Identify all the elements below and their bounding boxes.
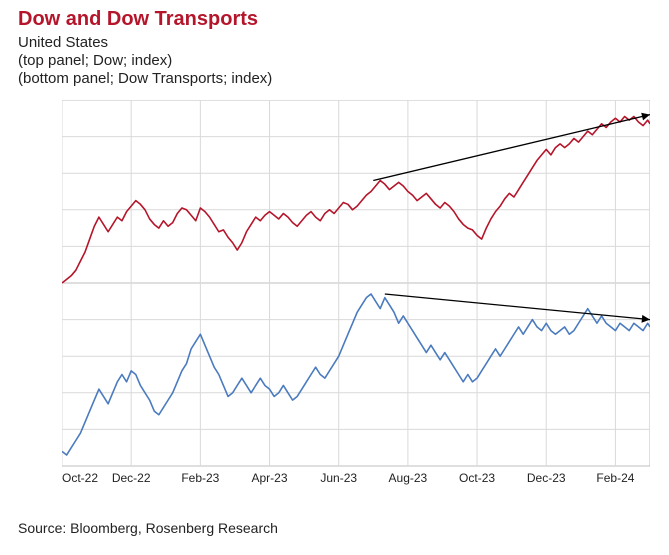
subtitle-bottom-panel: (bottom panel; Dow Transports; index) (18, 70, 272, 87)
svg-text:Feb-24: Feb-24 (596, 471, 634, 485)
subtitle-country: United States (18, 34, 108, 51)
svg-text:Feb-23: Feb-23 (181, 471, 219, 485)
svg-text:Apr-23: Apr-23 (252, 471, 288, 485)
svg-text:Oct-22: Oct-22 (62, 471, 98, 485)
subtitle-top-panel: (top panel; Dow; index) (18, 52, 172, 69)
svg-text:Aug-23: Aug-23 (389, 471, 428, 485)
svg-text:Dec-23: Dec-23 (527, 471, 566, 485)
svg-text:Oct-23: Oct-23 (459, 471, 495, 485)
source-attribution: Source: Bloomberg, Rosenberg Research (18, 520, 278, 536)
chart-title: Dow and Dow Transports (18, 8, 258, 31)
svg-text:Dec-22: Dec-22 (112, 471, 151, 485)
line-chart: 30,00032,00034,00036,00038,00040,00012,0… (62, 100, 650, 490)
svg-text:Jun-23: Jun-23 (320, 471, 357, 485)
